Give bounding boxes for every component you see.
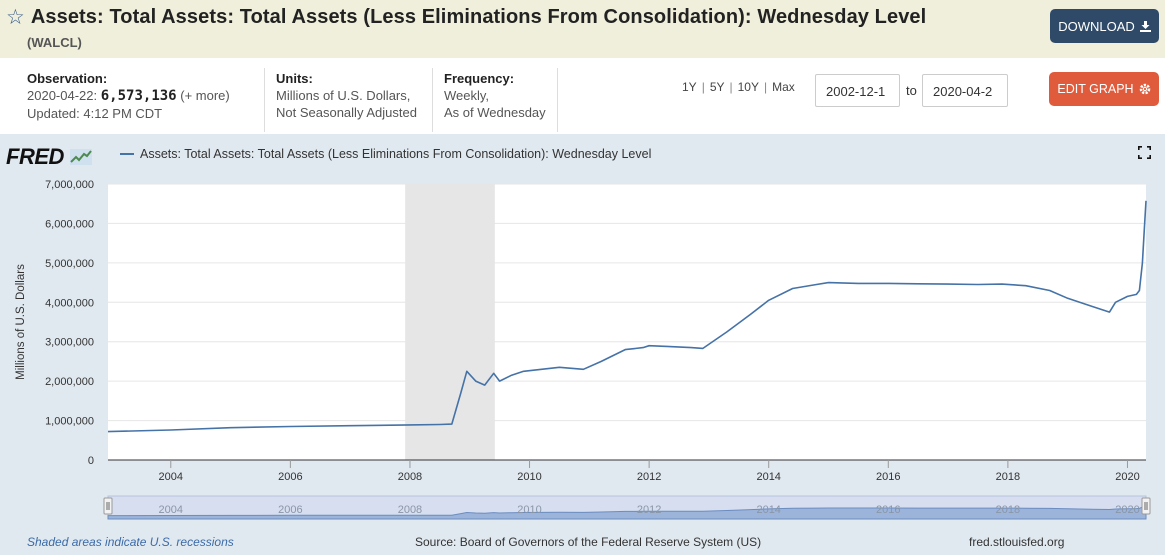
page-header: ☆ Assets: Total Assets: Total Assets (Le… bbox=[0, 0, 1165, 58]
x-tick-label: 2020 bbox=[1115, 471, 1139, 483]
divider bbox=[264, 68, 265, 132]
range-5y[interactable]: 5Y bbox=[709, 80, 725, 94]
fred-logo-text: FRED bbox=[6, 144, 64, 169]
more-link[interactable]: (+ more) bbox=[180, 88, 230, 103]
observation-value: 6,573,136 bbox=[100, 88, 177, 104]
range-10y[interactable]: 10Y bbox=[737, 80, 759, 94]
updated-time: Updated: 4:12 PM CDT bbox=[27, 106, 163, 121]
edit-graph-button[interactable]: EDIT GRAPH bbox=[1049, 72, 1159, 106]
range-separator: | bbox=[701, 80, 705, 94]
y-tick-label: 5,000,000 bbox=[45, 258, 94, 270]
units-block: Units: Millions of U.S. Dollars, Not Sea… bbox=[276, 70, 417, 121]
start-date-input[interactable]: 2002-12-1 bbox=[815, 74, 900, 107]
navigator-handle[interactable] bbox=[103, 497, 113, 515]
observation-date: 2020-04-22: bbox=[27, 88, 98, 103]
navigator-series bbox=[107, 502, 1147, 520]
navigator-label: 2020 bbox=[1115, 504, 1139, 516]
meta-bar: Observation: 2020-04-22: 6,573,136 (+ mo… bbox=[0, 58, 1165, 134]
frequency-line1: Weekly, bbox=[444, 88, 490, 103]
to-label: to bbox=[906, 83, 917, 98]
legend-swatch bbox=[120, 153, 134, 155]
navigator-label: 2018 bbox=[996, 504, 1020, 516]
y-tick-label: 4,000,000 bbox=[45, 297, 94, 309]
navigator-handle[interactable] bbox=[1141, 497, 1151, 515]
navigator-label: 2012 bbox=[637, 504, 661, 516]
navigator-label: 2014 bbox=[756, 504, 780, 516]
recession-note[interactable]: Shaded areas indicate U.S. recessions bbox=[27, 535, 234, 549]
range-max[interactable]: Max bbox=[772, 80, 795, 94]
edit-graph-label: EDIT GRAPH bbox=[1057, 82, 1134, 96]
range-separator: | bbox=[763, 80, 768, 94]
observation-label: Observation: bbox=[27, 71, 108, 86]
y-tick-label: 0 bbox=[88, 455, 94, 467]
series-line[interactable] bbox=[107, 200, 1147, 433]
source-note: Source: Board of Governors of the Federa… bbox=[415, 535, 762, 549]
observation-block: Observation: 2020-04-22: 6,573,136 (+ mo… bbox=[27, 70, 230, 122]
divider bbox=[557, 68, 558, 132]
units-line2: Not Seasonally Adjusted bbox=[276, 105, 417, 120]
fred-logo-graph-icon bbox=[69, 149, 92, 165]
range-separator: | bbox=[729, 80, 733, 94]
frequency-label: Frequency: bbox=[444, 71, 515, 86]
title-row: ☆ Assets: Total Assets: Total Assets (Le… bbox=[6, 6, 926, 29]
frequency-line2: As of Wednesday bbox=[444, 105, 546, 120]
navigator-label: 2006 bbox=[278, 504, 302, 516]
x-tick-label: 2014 bbox=[756, 471, 780, 483]
navigator-label: 2008 bbox=[398, 504, 422, 516]
series-id: (WALCL) bbox=[27, 35, 82, 50]
y-tick-label: 2,000,000 bbox=[45, 376, 94, 388]
x-tick-label: 2016 bbox=[876, 471, 900, 483]
x-tick-label: 2012 bbox=[637, 471, 661, 483]
units-line1: Millions of U.S. Dollars, bbox=[276, 88, 411, 103]
y-axis-label: Millions of U.S. Dollars bbox=[15, 264, 27, 380]
end-date-input[interactable]: 2020-04-2 bbox=[922, 74, 1008, 107]
navigator-label: 2016 bbox=[876, 504, 900, 516]
frequency-block: Frequency: Weekly, As of Wednesday bbox=[444, 70, 546, 121]
chart-legend[interactable]: Assets: Total Assets: Total Assets (Less… bbox=[120, 147, 651, 161]
range-1y[interactable]: 1Y bbox=[682, 80, 697, 94]
x-tick-label: 2010 bbox=[517, 471, 541, 483]
x-tick-label: 2004 bbox=[159, 471, 183, 483]
gear-icon bbox=[1139, 83, 1150, 95]
divider bbox=[432, 68, 433, 132]
star-icon[interactable]: ☆ bbox=[6, 6, 25, 29]
x-tick-label: 2018 bbox=[996, 471, 1020, 483]
range-selector: 1Y | 5Y | 10Y | Max bbox=[682, 80, 795, 94]
download-button[interactable]: DOWNLOAD bbox=[1050, 9, 1159, 43]
legend-label: Assets: Total Assets: Total Assets (Less… bbox=[140, 147, 652, 161]
expand-icon[interactable] bbox=[1138, 146, 1151, 159]
navigator-label: 2010 bbox=[517, 504, 541, 516]
recession-shade bbox=[405, 184, 495, 460]
y-tick-label: 7,000,000 bbox=[45, 179, 94, 191]
y-tick-label: 6,000,000 bbox=[45, 218, 94, 230]
graph-area: 0 1,000,000 2,000,000 3,000,000 4,000,000 5,0… bbox=[0, 134, 1165, 555]
page-title: Assets: Total Assets: Total Assets (Less… bbox=[30, 6, 927, 28]
chart: 0 1,000,000 2,000,000 3,000,000 4,000,000 5,0… bbox=[15, 179, 1151, 520]
y-tick-label: 3,000,000 bbox=[45, 337, 94, 349]
x-tick-label: 2008 bbox=[398, 471, 422, 483]
plot-background bbox=[108, 184, 1146, 460]
x-tick-label: 2006 bbox=[278, 471, 302, 483]
site-url[interactable]: fred.stlouisfed.org bbox=[969, 535, 1065, 549]
fred-logo: FRED bbox=[6, 144, 92, 170]
y-tick-label: 1,000,000 bbox=[45, 416, 94, 428]
download-icon bbox=[1139, 20, 1151, 32]
units-label: Units: bbox=[276, 71, 313, 86]
download-label: DOWNLOAD bbox=[1058, 18, 1135, 34]
navigator-label: 2004 bbox=[159, 504, 183, 516]
